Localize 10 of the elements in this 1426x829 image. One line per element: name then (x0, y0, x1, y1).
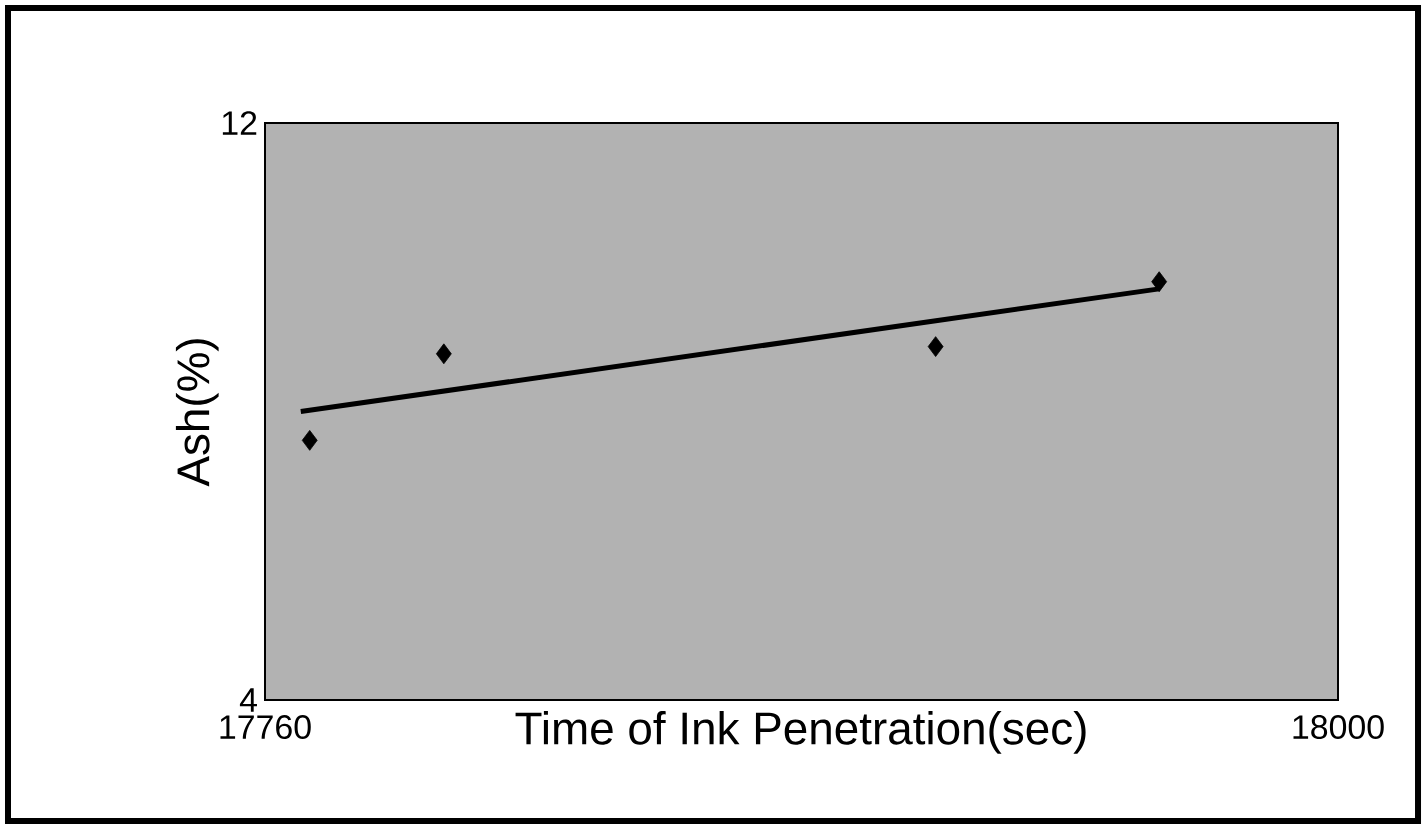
point (927, 336, 944, 357)
x-tick-label: 18000 (1293, 715, 1384, 740)
y-axis-title: Ash(%) (175, 339, 219, 487)
point (301, 429, 318, 451)
y-tick-label: 12 (222, 111, 257, 135)
point (1151, 271, 1168, 293)
x-axis-title: Time of Ink Penetration(sec) (515, 711, 1086, 754)
y-tick-label: 4 (239, 688, 257, 712)
point (435, 343, 452, 365)
x-tick-label: 17760 (220, 715, 311, 740)
